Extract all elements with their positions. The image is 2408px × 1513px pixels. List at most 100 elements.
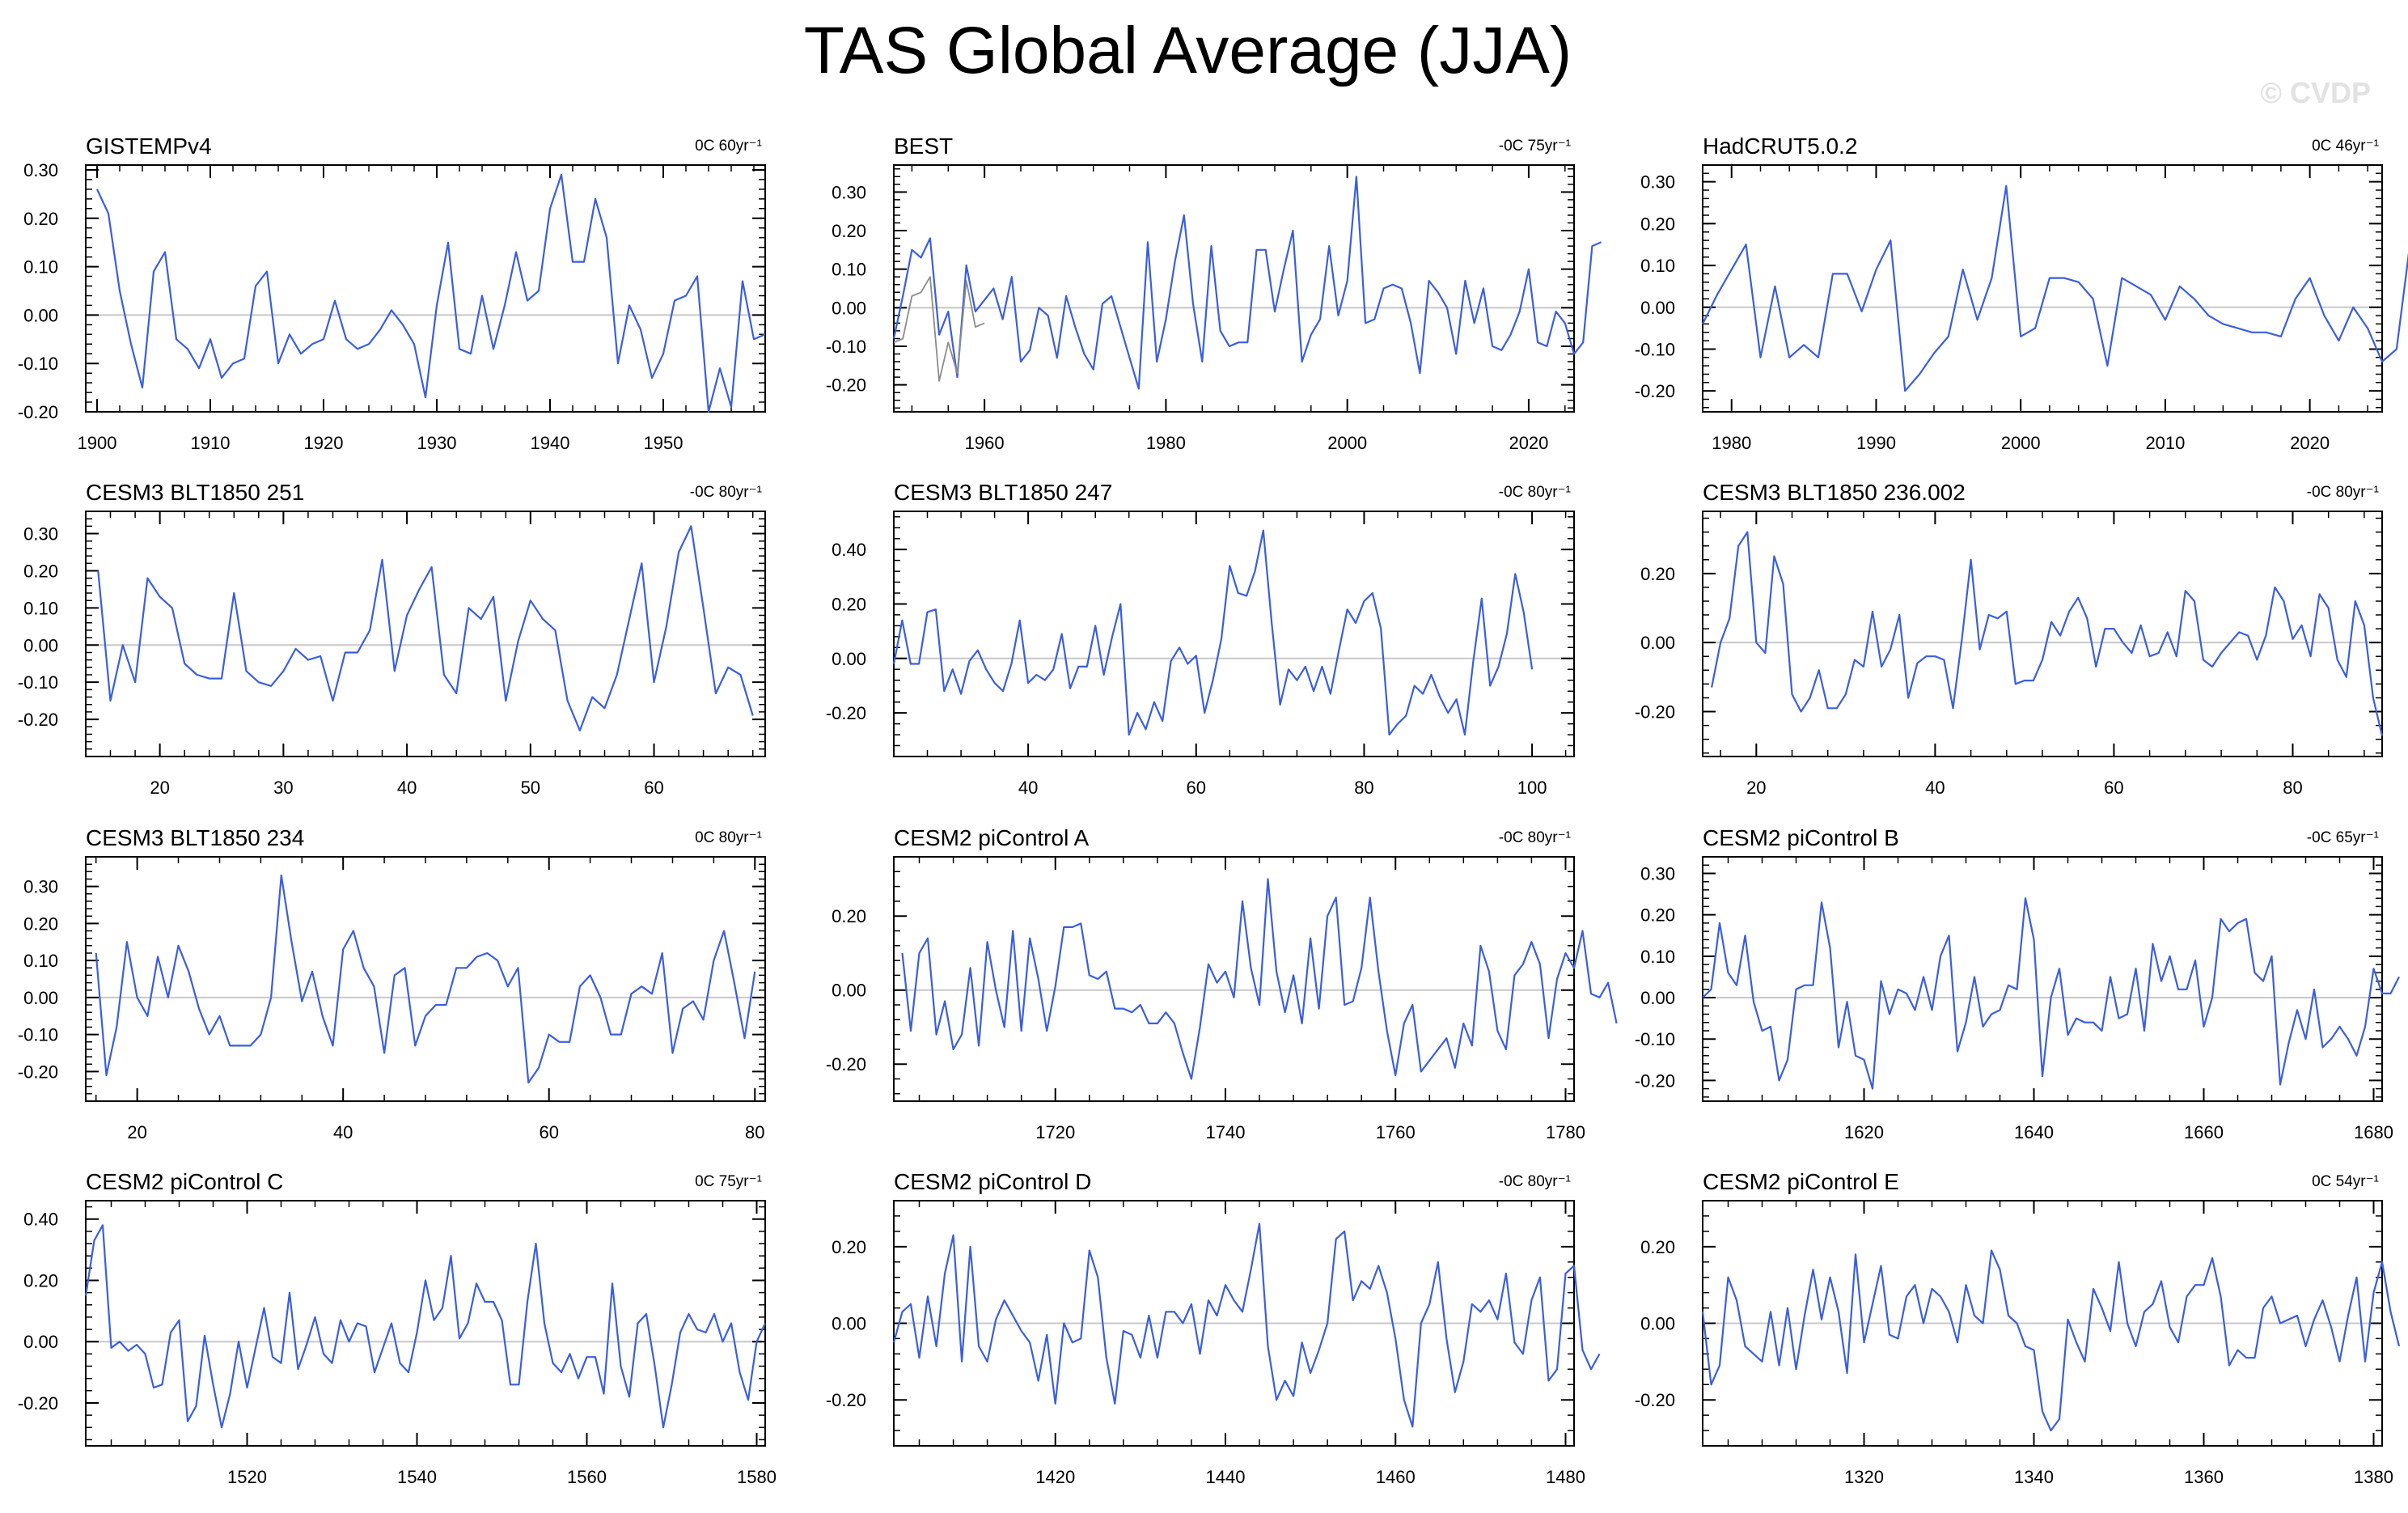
x-tick-label: 1520 — [227, 1467, 267, 1487]
x-tick-label: 1980 — [1146, 433, 1186, 453]
panel-title: CESM2 piControl A — [894, 825, 1090, 850]
panel-trend-label: 0C 75yr⁻¹ — [695, 1173, 762, 1190]
minor-ticks — [86, 165, 765, 413]
panel-title: CESM2 piControl B — [1703, 825, 1899, 850]
y-tick-label: -0.20 — [1635, 702, 1675, 723]
x-tick-label: 40 — [333, 1122, 353, 1142]
plot-frame — [85, 856, 766, 1102]
y-tick-label: 0.20 — [832, 906, 866, 926]
chart-panel: 1520 1540 1560 1580 -0.20 0.00 0.20 0.40 CESM2 p… — [18, 1169, 777, 1487]
x-tick-label: 1760 — [1376, 1122, 1416, 1142]
major-ticks — [1703, 511, 2382, 756]
x-tick-label: 60 — [644, 778, 663, 798]
panel-title: CESM3 BLT1850 251 — [86, 480, 304, 505]
x-tick-label: 20 — [127, 1122, 146, 1142]
x-tick-label: 80 — [2283, 778, 2302, 798]
panel-trend-label: 0C 46yr⁻¹ — [2312, 138, 2379, 155]
minor-ticks — [86, 1201, 765, 1446]
panel-trend-label: 0C 80yr⁻¹ — [695, 829, 762, 846]
panel-title: CESM2 piControl E — [1703, 1169, 1899, 1194]
x-tick-label: 1940 — [531, 433, 570, 453]
y-tick-label: 0.10 — [23, 257, 58, 278]
major-ticks — [894, 1201, 1574, 1446]
panel-title: CESM2 piControl C — [86, 1169, 283, 1194]
y-tick-label: 0.20 — [23, 1270, 58, 1290]
x-tick-label: 1360 — [2184, 1467, 2224, 1487]
chart-panel: 1620 1640 1660 1680 -0.20 -0.10 0.00 0.10 0.20 0.… — [1635, 825, 2400, 1142]
major-ticks — [894, 857, 1574, 1101]
y-tick-label: 0.00 — [23, 1332, 58, 1352]
panel-title: CESM3 BLT1850 234 — [86, 825, 304, 850]
chart-panel: 1980 1990 2000 2010 2020 -0.20 -0.10 0.00 0.10 0.… — [1635, 134, 2408, 453]
series-line — [1701, 1249, 2401, 1432]
chart-panel: 1900 1910 1920 1930 1940 1950 -0.20 -0.10 0.00 0.… — [18, 134, 766, 453]
y-tick-label: 0.20 — [832, 594, 866, 614]
x-tick-label: 1960 — [965, 433, 1005, 453]
x-tick-label: 1660 — [2184, 1122, 2224, 1142]
chart-panel: 20 40 60 80 -0.20 -0.10 0.00 0.10 0.20 0.30 CESM3 … — [18, 825, 766, 1142]
plot-frame — [893, 164, 1575, 413]
y-tick-label: 0.20 — [1640, 905, 1675, 926]
y-tick-label: 0.30 — [1640, 172, 1675, 193]
x-tick-label: 1930 — [417, 433, 457, 453]
x-tick-label: 1580 — [737, 1467, 777, 1487]
plot-frame — [85, 164, 766, 413]
plot-frame — [893, 1200, 1575, 1447]
panel-trend-label: -0C 80yr⁻¹ — [1499, 829, 1571, 846]
y-tick-label: 0.00 — [1640, 298, 1675, 318]
y-tick-label: 0.10 — [1640, 947, 1675, 967]
major-ticks — [894, 165, 1574, 412]
x-tick-label: 100 — [1517, 778, 1547, 798]
panel-title: CESM3 BLT1850 247 — [894, 480, 1112, 505]
series-line — [84, 1224, 766, 1429]
y-tick-label: -0.20 — [18, 402, 58, 422]
major-ticks — [1703, 1201, 2382, 1446]
major-ticks — [1703, 857, 2382, 1101]
panel-title: BEST — [894, 134, 953, 159]
minor-ticks — [894, 856, 1574, 1101]
x-tick-label: 1620 — [1844, 1122, 1884, 1142]
x-tick-label: 1720 — [1035, 1122, 1075, 1142]
y-tick-label: 0.40 — [23, 1210, 58, 1230]
x-tick-label: 2020 — [1509, 433, 1548, 453]
y-tick-label: 0.10 — [1640, 256, 1675, 276]
x-tick-label: 1910 — [191, 433, 231, 453]
y-tick-label: -0.10 — [826, 337, 866, 357]
plot-frame — [893, 856, 1575, 1102]
chart-panel: 20 40 60 80 -0.20 0.00 0.20 CESM3 BLT1850 236.0… — [1635, 480, 2384, 798]
major-ticks — [86, 511, 765, 756]
panel-trend-label: -0C 65yr⁻¹ — [2307, 829, 2379, 846]
chart-panel: 40 60 80 100 -0.20 0.00 0.20 0.40 CESM3 BLT1850 … — [826, 480, 1575, 798]
y-tick-label: -0.20 — [826, 703, 866, 723]
x-tick-label: 40 — [397, 778, 417, 798]
x-tick-label: 1540 — [397, 1467, 437, 1487]
y-tick-label: -0.20 — [18, 710, 58, 730]
chart-panel: 1420 1440 1460 1480 -0.20 0.00 0.20 CESM2 piCon… — [826, 1169, 1601, 1487]
chart-panel: 20 30 40 50 60 -0.20 -0.10 0.00 0.10 0.20 0.30 CESM… — [18, 480, 766, 798]
series-line — [1702, 897, 2400, 1090]
y-tick-label: 0.30 — [23, 160, 58, 180]
y-tick-label: 0.30 — [1640, 863, 1675, 884]
y-tick-label: 0.10 — [832, 260, 866, 280]
series-line — [901, 878, 1618, 1080]
x-tick-label: 20 — [1746, 778, 1766, 798]
series-line — [1711, 531, 2384, 736]
x-tick-label: 1480 — [1546, 1467, 1585, 1487]
plot-frame — [1702, 1200, 2383, 1447]
y-tick-label: 0.00 — [23, 305, 58, 325]
y-tick-label: 0.20 — [23, 561, 58, 581]
minor-ticks — [86, 856, 765, 1102]
x-tick-label: 60 — [1187, 778, 1206, 798]
y-tick-label: 0.00 — [1640, 633, 1675, 653]
panel-title: GISTEMPv4 — [86, 134, 212, 159]
minor-ticks — [893, 511, 1574, 757]
major-ticks — [86, 165, 765, 413]
page-title: TAS Global Average (JJA) — [803, 14, 1572, 87]
series-line — [96, 173, 766, 413]
x-tick-label: 60 — [2104, 778, 2123, 798]
y-tick-label: 0.00 — [23, 988, 58, 1008]
y-tick-label: 0.20 — [1640, 214, 1675, 234]
x-tick-label: 1950 — [644, 433, 683, 453]
plot-frame — [1702, 164, 2383, 413]
x-tick-label: 80 — [745, 1122, 764, 1142]
